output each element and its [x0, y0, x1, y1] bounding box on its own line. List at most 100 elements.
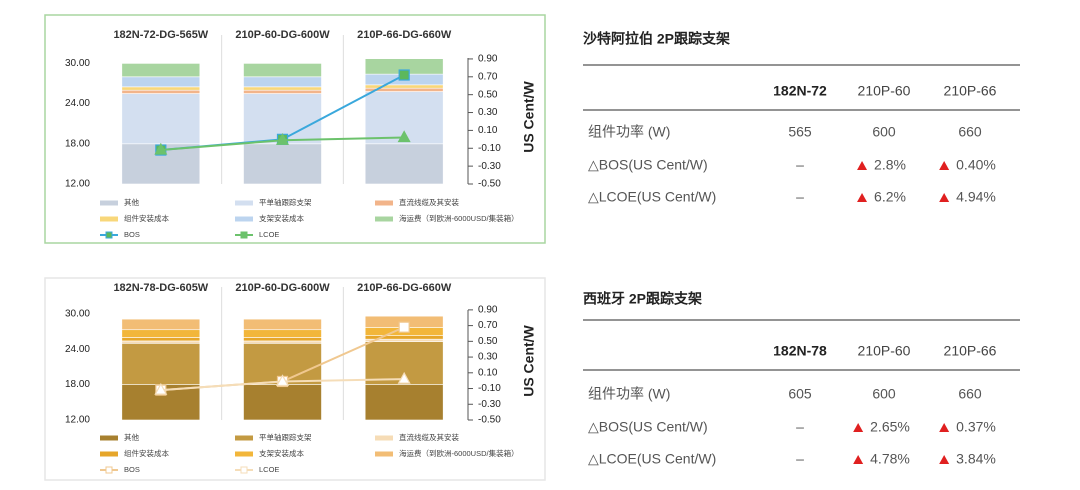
- table-cell: –: [796, 419, 804, 435]
- legend-label: 直流线缆及其安装: [399, 197, 459, 207]
- bar-segment: [243, 89, 322, 94]
- table-cell: 600: [872, 124, 896, 140]
- bar-segment: [364, 143, 444, 185]
- legend-label: 其他: [124, 197, 139, 207]
- y2-tick-label: 0.50: [478, 336, 498, 347]
- y2-tick-label: 0.70: [478, 71, 498, 82]
- y-tick-label: 18.00: [65, 379, 90, 390]
- y-tick-label: 30.00: [65, 58, 90, 69]
- table-cell: 660: [958, 386, 982, 402]
- y-tick-label: 12.00: [65, 415, 90, 426]
- legend-label: 平单轴跟踪支架: [259, 432, 312, 442]
- table-cell: 3.84%: [956, 451, 996, 467]
- up-triangle: [857, 161, 868, 170]
- y2-tick-label: 0.90: [478, 305, 498, 316]
- table-cell: 605: [788, 386, 812, 402]
- bar-segment: [243, 340, 322, 344]
- legend-label: 支架安装成本: [259, 213, 304, 223]
- table-title: 西班牙 2P跟踪支架: [583, 291, 702, 307]
- legend-swatch: [100, 451, 118, 457]
- y2-tick-label: -0.10: [478, 383, 501, 394]
- up-triangle: [939, 455, 950, 464]
- legend-swatch: [235, 451, 253, 457]
- bar-segment: [243, 143, 322, 185]
- legend-swatch: [375, 216, 393, 222]
- legend-swatch: [375, 451, 393, 457]
- table-title: 沙特阿拉伯 2P跟踪支架: [583, 31, 730, 47]
- table-cell: –: [796, 157, 804, 173]
- table-header: 210P-66: [944, 83, 997, 99]
- marker: [275, 374, 290, 387]
- bar-segment: [121, 93, 201, 145]
- bar-segment: [121, 342, 201, 385]
- bar-segment: [121, 86, 201, 91]
- legend-label: 组件安装成本: [124, 213, 169, 223]
- table-header: 210P-66: [944, 343, 997, 359]
- bar-segment: [243, 63, 322, 78]
- marker: [154, 142, 168, 155]
- legend-swatch: [375, 200, 393, 206]
- bar-segment: [243, 384, 322, 421]
- legend-label: BOS: [124, 230, 140, 239]
- bar-segment: [121, 89, 201, 94]
- row-label: △LCOE(US Cent/W): [588, 189, 716, 205]
- legend-label: 直流线缆及其安装: [399, 432, 459, 442]
- table-header: 210P-60: [858, 83, 911, 99]
- legend-marker: [105, 231, 113, 239]
- legend-swatch: [235, 435, 253, 441]
- y-tick-label: 12.00: [65, 179, 90, 190]
- legend-marker: [105, 466, 113, 474]
- y2-axis-label: US Cent/W: [521, 324, 537, 396]
- y2-axis-label: US Cent/W: [521, 80, 537, 152]
- table-cell: –: [796, 451, 804, 467]
- bar-segment: [121, 318, 201, 331]
- legend-label: 组件安装成本: [124, 448, 169, 458]
- bar-segment: [364, 384, 444, 421]
- bar-segment: [243, 76, 322, 88]
- legend-label: 其他: [124, 432, 139, 442]
- up-triangle: [853, 455, 864, 464]
- table-cell: –: [796, 189, 804, 205]
- legend-swatch: [235, 216, 253, 222]
- bar-segment: [243, 337, 322, 342]
- marker: [275, 132, 290, 145]
- bar-segment: [121, 340, 201, 344]
- table-header: 210P-60: [858, 343, 911, 359]
- chart-frame: [44, 277, 546, 481]
- marker: [398, 321, 410, 333]
- up-triangle: [939, 161, 950, 170]
- chart-frame: [44, 14, 546, 244]
- up-triangle: [857, 193, 868, 202]
- table-cell: 2.65%: [870, 419, 910, 435]
- legend-swatch: [375, 435, 393, 441]
- y2-tick-label: -0.30: [478, 161, 501, 172]
- bar-segment: [121, 63, 201, 78]
- table-cell: 565: [788, 124, 812, 140]
- marker: [398, 69, 410, 81]
- marker: [397, 130, 411, 143]
- table-cell: 660: [958, 124, 982, 140]
- legend-swatch: [235, 200, 253, 206]
- legend-swatch: [100, 216, 118, 222]
- y2-tick-label: -0.50: [478, 415, 501, 426]
- y-tick-label: 24.00: [65, 344, 90, 355]
- marker: [397, 371, 411, 384]
- legend-label: 平单轴跟踪支架: [259, 197, 312, 207]
- y2-tick-label: 0.10: [478, 367, 498, 378]
- y-tick-label: 24.00: [65, 98, 90, 109]
- legend-swatch: [100, 200, 118, 206]
- y2-tick-label: -0.30: [478, 399, 501, 410]
- table-header: 182N-72: [773, 83, 827, 99]
- legend-swatch: [100, 435, 118, 441]
- bar-segment: [243, 86, 322, 91]
- up-triangle: [853, 423, 864, 432]
- y2-tick-label: 0.90: [478, 54, 498, 65]
- y-tick-label: 30.00: [65, 308, 90, 319]
- table-cell: 0.40%: [956, 157, 996, 173]
- y2-tick-label: 0.30: [478, 107, 498, 118]
- y2-tick-label: 0.30: [478, 352, 498, 363]
- table-header: 182N-78: [773, 343, 827, 359]
- table-cell: 6.2%: [874, 189, 906, 205]
- row-label: 组件功率 (W): [588, 124, 670, 140]
